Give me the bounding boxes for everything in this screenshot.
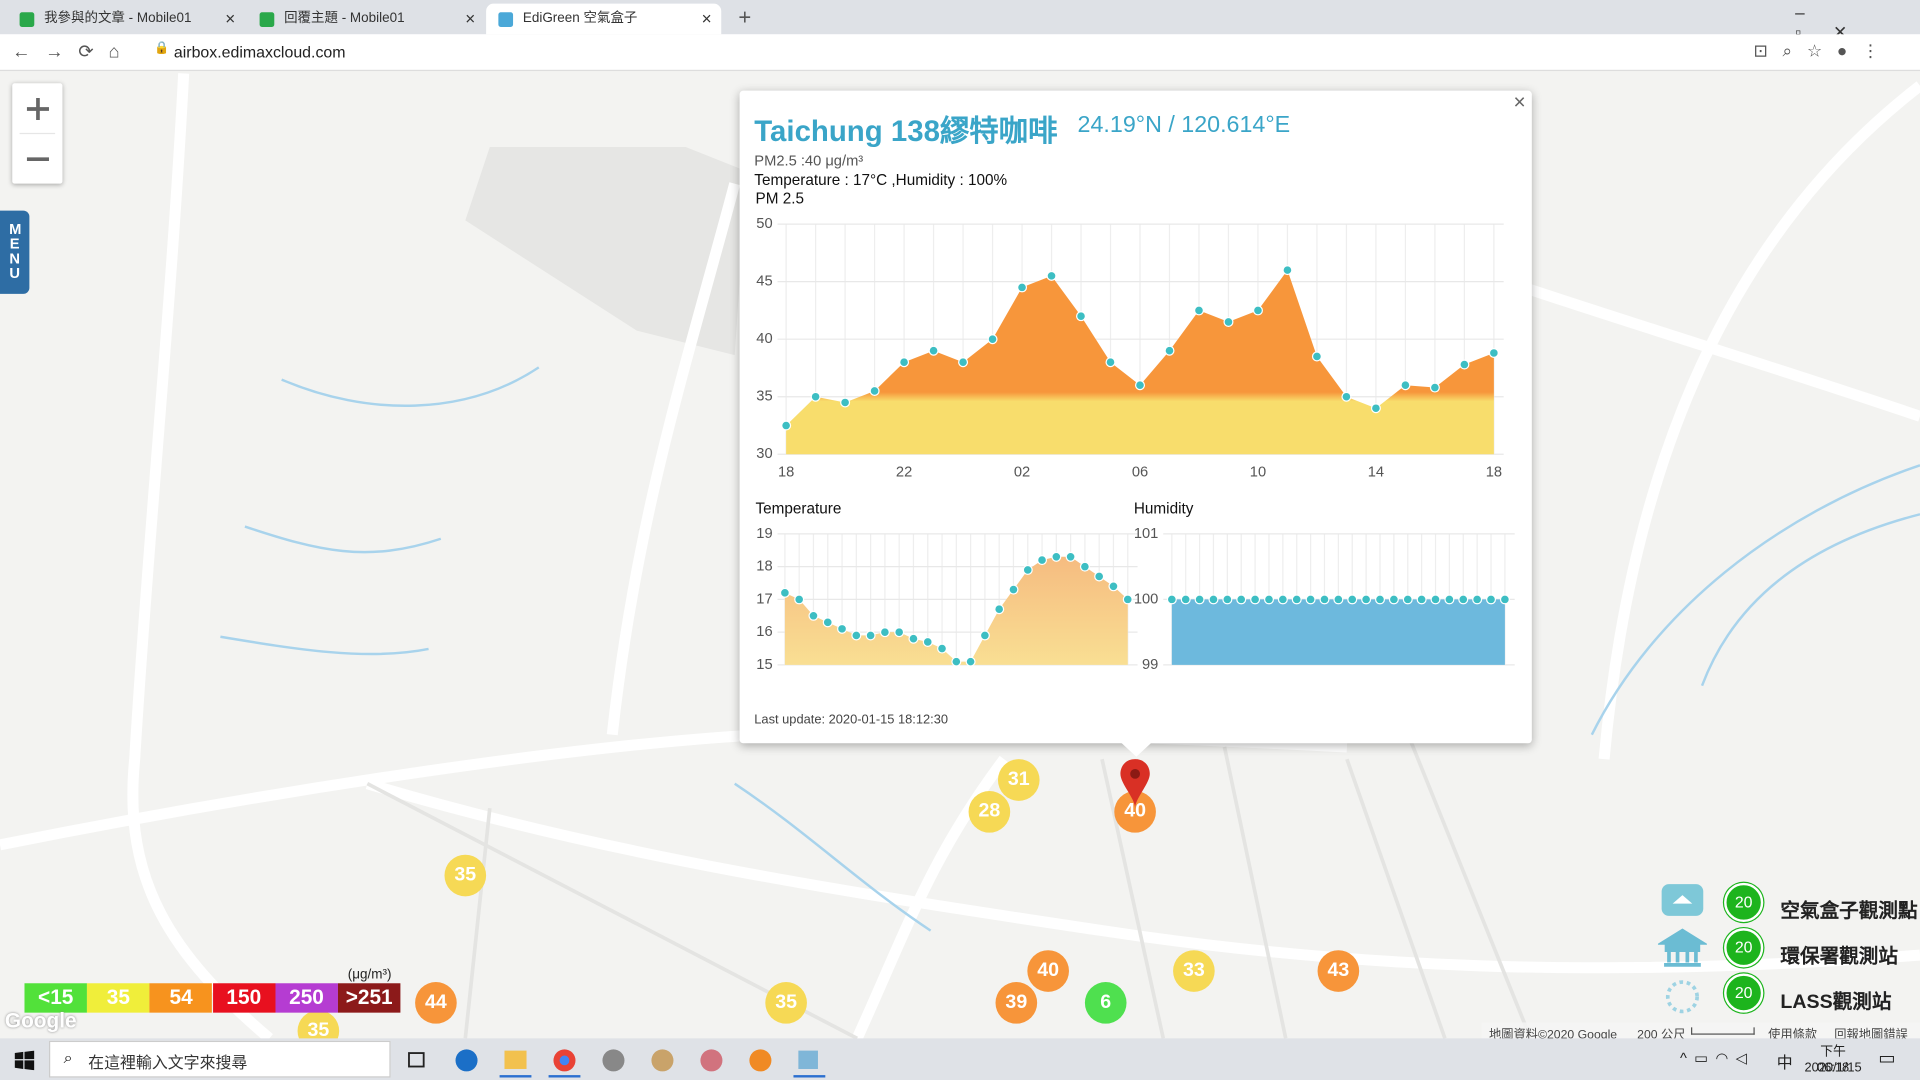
station-icons [1657, 884, 1707, 1014]
tab-title: 我參與的文章 - Mobile01 [44, 11, 192, 26]
ime-indicator[interactable]: 中 [1776, 1053, 1793, 1072]
popup-updated: Last update: 2020-01-15 18:12:30 [754, 712, 949, 728]
station-marker[interactable]: 6 [1084, 982, 1127, 1024]
station-count: 20 [1724, 973, 1764, 1013]
zoom-icons[interactable] [12, 83, 62, 183]
legend-unit: (μg/m³) [347, 967, 392, 983]
search-box[interactable] [48, 1040, 391, 1078]
tab-active[interactable]: EdiGreen 空氣盒子 × [486, 3, 722, 35]
station-label: 環保署觀測站 [1780, 946, 1898, 968]
popup-title: Taichung 138繆特咖啡 [754, 115, 1058, 149]
nav-buttons[interactable]: ←→⟳⌂ [12, 41, 135, 63]
station-marker[interactable]: 40 [1027, 950, 1069, 992]
menu-label: MENU [9, 220, 22, 282]
lock-icon: 🔒 [154, 41, 170, 56]
toolbar [0, 34, 1920, 72]
legend-level: 54 [149, 983, 213, 1013]
station-marker[interactable]: 44 [415, 982, 457, 1024]
new-tab[interactable]: + [738, 4, 752, 30]
selected-pin [1120, 759, 1150, 809]
station-marker[interactable]: 35 [444, 854, 487, 897]
zoom-control [12, 83, 63, 184]
station-label: 空氣盒子觀測點 [1780, 901, 1918, 923]
clock-date: 2020/1/15 [1804, 1060, 1862, 1076]
taskbar-apps[interactable] [404, 1043, 833, 1078]
popup-pm: PM2.5 :40 μg/m³ [754, 151, 864, 169]
scale-bar [1691, 1027, 1755, 1035]
popup-weather: Temperature : 17°C ,Humidity : 100% [754, 171, 1008, 189]
station-count: 20 [1724, 882, 1764, 923]
popup-coords: 24.19°N / 120.614°E [1077, 112, 1291, 139]
toolbar-icons[interactable]: ⊡⌕☆●⋮ [1753, 40, 1894, 61]
legend-level: 150 [212, 983, 276, 1013]
search-placeholder: 在這裡輸入文字來搜尋 [88, 1053, 248, 1072]
popup-tail [1119, 740, 1154, 757]
station-label: LASS觀測站 [1780, 991, 1892, 1013]
legend-level: 250 [275, 983, 338, 1013]
station-marker[interactable]: 35 [765, 982, 807, 1024]
url[interactable]: airbox.edimaxcloud.com [173, 42, 346, 62]
tab-strip [0, 0, 1920, 35]
legend-level: 35 [87, 983, 150, 1013]
google-logo: Google [4, 1008, 77, 1033]
station-marker[interactable]: 43 [1317, 950, 1360, 992]
menu-button[interactable]: MENU [0, 210, 30, 294]
map-footer [1481, 1022, 1920, 1039]
station-marker[interactable]: 39 [995, 982, 1038, 1024]
tab-title: EdiGreen 空氣盒子 [522, 11, 638, 26]
notifications[interactable]: ▭ [1878, 1048, 1896, 1069]
station-marker[interactable]: 31 [997, 759, 1040, 801]
search-icon: ⌕ [63, 1048, 73, 1067]
legend-level: <15 [24, 983, 87, 1013]
popup-close[interactable]: × [1513, 90, 1526, 114]
start-button[interactable] [14, 1050, 35, 1071]
station-marker[interactable]: 28 [968, 791, 1011, 833]
legend-level: >251 [337, 983, 401, 1013]
tab-title: 回覆主題 - Mobile01 [284, 11, 405, 26]
station-count: 20 [1724, 928, 1764, 968]
station-marker[interactable]: 33 [1173, 950, 1215, 992]
tray-icons[interactable]: ^▭◠◁ [1680, 1049, 1755, 1067]
clock-time: 下午 06:18 [1816, 1044, 1850, 1076]
tab[interactable]: 回覆主題 - Mobile01 × [247, 4, 482, 35]
tab[interactable]: 我參與的文章 - Mobile01 × [7, 4, 242, 35]
